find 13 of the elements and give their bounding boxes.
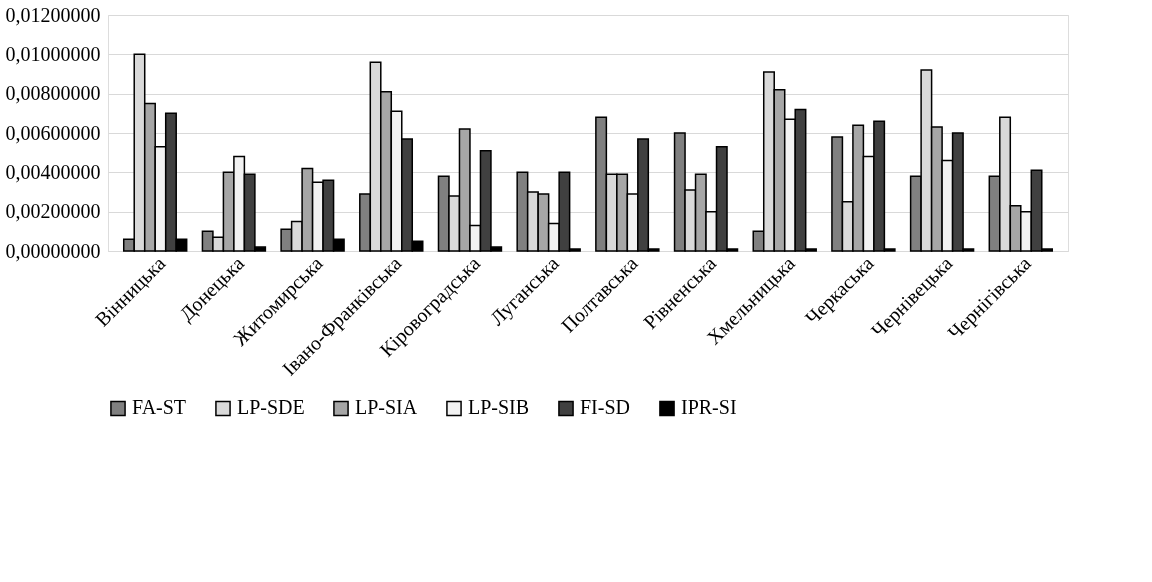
y-tick-label: 0,00400000 — [5, 160, 101, 183]
y-tick-label: 0,00200000 — [5, 200, 101, 223]
legend-label: LP-SIB — [468, 396, 530, 419]
y-tick-label: 0,00600000 — [5, 121, 101, 144]
y-tick-label: 0,01000000 — [5, 42, 101, 65]
y-tick-label: 0,00000000 — [5, 239, 101, 262]
y-tick-label: 0,00800000 — [5, 82, 101, 105]
y-tick-label: 0,01200000 — [5, 3, 101, 26]
legend-label: FA-ST — [132, 396, 187, 419]
legend-label: FI-SD — [580, 396, 631, 419]
legend-label: IPR-SI — [681, 396, 737, 419]
legend-label: LP-SDE — [237, 396, 305, 419]
legend-label: LP-SIA — [355, 396, 418, 419]
